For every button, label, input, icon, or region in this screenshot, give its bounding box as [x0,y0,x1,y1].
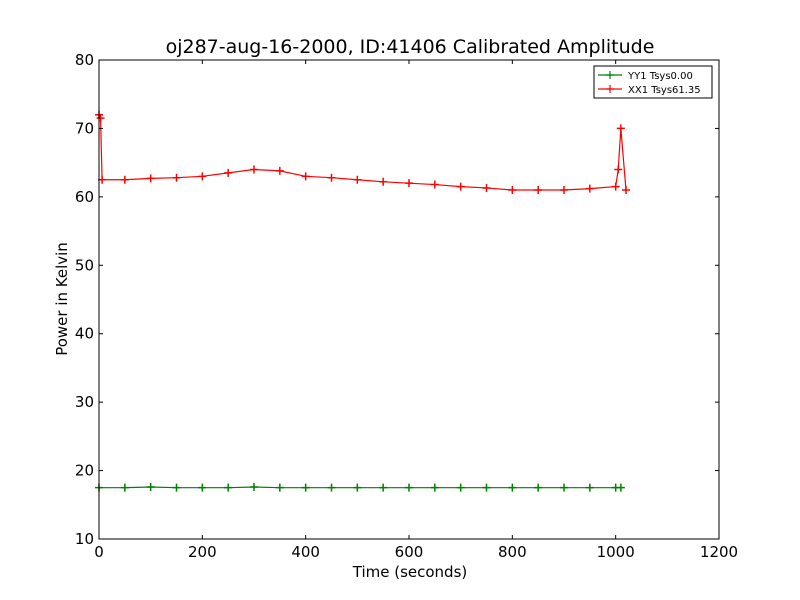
data-point [405,483,413,492]
data-point [482,483,491,492]
data-point [456,483,465,492]
data-point [327,173,336,182]
data-point [301,483,310,492]
series-line [98,114,627,191]
x-tick-label: 600 [395,543,424,561]
data-point [120,175,129,184]
data-point [616,483,625,492]
data-point [250,165,258,174]
data-point [430,180,439,189]
data-point [614,165,623,174]
data-point [430,483,439,492]
data-point [275,166,284,175]
x-axis-label: Time (seconds) [352,563,468,581]
data-point [353,483,362,492]
data-point [534,186,543,195]
data-point [96,114,105,123]
y-tick-label: 70 [75,119,94,137]
y-tick-label: 20 [75,462,94,480]
data-point [224,483,233,492]
data-point [508,483,517,492]
x-tick-label: 1000 [597,543,635,561]
x-tick-label: 0 [94,543,104,561]
data-point [301,172,310,181]
x-tick-label: 400 [291,543,320,561]
legend-box [593,65,713,99]
legend: YY1 Tsys0.00 XX1 Tsys61.35 [593,65,713,99]
data-point [250,482,258,491]
data-point [534,483,543,492]
x-tick-label: 200 [188,543,217,561]
data-point [585,184,594,193]
data-point [120,483,129,492]
legend-label: YY1 Tsys0.00 [627,71,693,82]
data-point [327,483,336,492]
y-tick-label: 40 [75,325,94,343]
data-point [560,186,568,195]
data-point [405,179,413,188]
data-point [224,168,233,177]
x-tick-label: 1200 [700,543,738,561]
data-point [611,182,620,191]
data-point [198,172,207,181]
data-point [482,183,491,192]
data-point [508,186,517,195]
plot-content [95,110,630,492]
legend-marker [606,71,614,79]
data-point [353,175,362,184]
data-point [585,483,594,492]
data-point [172,483,181,492]
data-point [456,182,465,191]
series-1 [95,482,625,492]
plot-frame [98,59,720,540]
data-point [275,483,284,492]
series-2 [95,110,630,195]
legend-label: XX1 Tsys61.35 [628,85,701,96]
data-point [379,177,388,186]
y-tick-label: 30 [75,393,94,411]
data-point [172,173,181,182]
data-point [379,483,388,492]
data-point [146,174,155,183]
data-point [146,482,155,491]
y-tick-label: 80 [75,51,94,69]
data-point [622,186,630,195]
y-tick-label: 10 [75,530,94,548]
data-point [198,483,207,492]
axes: 0 200 400 600 800 1000 1200 10 20 30 40 50 60 70 80 [75,51,738,561]
legend-marker [606,85,614,93]
y-tick-label: 50 [75,256,94,274]
chart-title: oj287-aug-16-2000, ID:41406 Calibrated A… [166,36,655,58]
x-tick-label: 800 [498,543,527,561]
data-point [616,124,625,133]
series-line [99,486,621,489]
y-axis-label: Power in Kelvin [53,242,71,356]
y-tick-label: 60 [75,188,94,206]
data-point [560,483,568,492]
